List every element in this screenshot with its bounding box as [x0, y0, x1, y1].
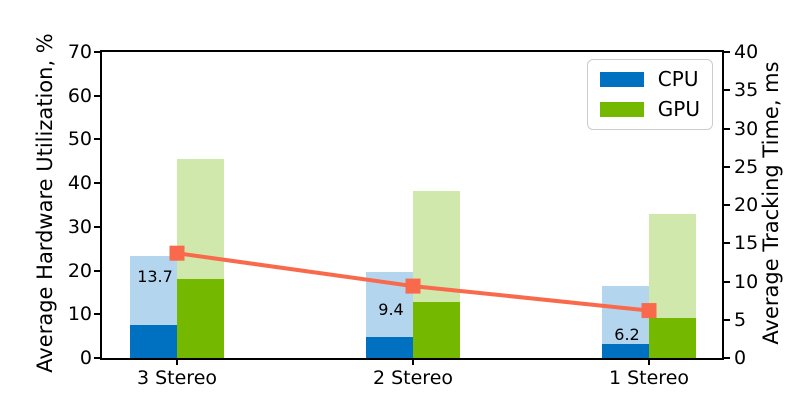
left-axis-tick-label: 50 [67, 128, 92, 151]
tracking-time-line [169, 245, 657, 319]
right-axis-tick-label: 15 [734, 232, 759, 255]
right-axis-tick [722, 242, 730, 245]
left-axis-tick [94, 94, 102, 97]
right-axis-tick [722, 51, 730, 53]
x-axis-tick [648, 358, 650, 365]
right-axis-tick-label: 10 [734, 270, 759, 293]
left-axis-tick-label: 60 [67, 84, 92, 107]
plot-area: CPU GPU 3 Stereo 2 Stereo 1 Stereo 0 10 20 30 4… [68, 41, 758, 389]
legend-label-cpu: CPU [657, 67, 699, 91]
right-axis-tick-label: 25 [734, 155, 759, 178]
right-axis-tick-label: 0 [734, 347, 747, 369]
right-axis-tick-label: 30 [734, 117, 759, 140]
right-axis-tick [722, 127, 730, 130]
right-axis-tick [722, 204, 730, 206]
tracking-time-marker [641, 303, 657, 319]
tracking-time-marker [169, 245, 185, 261]
left-axis-tick-label: 10 [67, 303, 92, 326]
right-axis-tick [722, 165, 730, 168]
tracking-time-value-label: 9.4 [378, 300, 404, 320]
bar-cpu-avg [130, 324, 177, 358]
right-axis-tick-label: 20 [734, 194, 759, 216]
legend-swatch-cpu [599, 72, 644, 87]
bar-gpu-avg [413, 302, 460, 358]
left-axis-tick-label: 0 [79, 347, 92, 369]
tracking-time-value-label: 6.2 [614, 324, 640, 344]
left-axis-tick-label: 40 [67, 172, 92, 195]
legend-item-gpu: GPU [599, 97, 700, 121]
left-axis-tick [94, 357, 102, 359]
left-axis-tick [94, 313, 102, 316]
x-axis-tick [176, 358, 178, 365]
left-axis-tick [94, 225, 102, 228]
x-axis-tick-label: 3 Stereo [136, 367, 218, 389]
right-axis-tick-label: 35 [734, 79, 759, 102]
legend-item-cpu: CPU [599, 67, 700, 91]
left-axis-tick-label: 20 [67, 259, 92, 282]
right-axis-tick [722, 357, 730, 359]
legend: CPU GPU [586, 59, 713, 130]
left-axis-tick [94, 182, 102, 185]
legend-label-gpu: GPU [657, 97, 700, 121]
x-axis-tick-label: 2 Stereo [372, 367, 454, 389]
bar-gpu-avg [649, 317, 696, 358]
x-axis-tick-label: 1 Stereo [608, 367, 690, 389]
right-axis-tick [722, 280, 730, 283]
left-axis-tick-label: 30 [67, 215, 92, 238]
tracking-time-value-label: 13.7 [137, 267, 173, 287]
right-axis-tick-label: 5 [734, 308, 747, 331]
left-axis-tick-label: 70 [67, 41, 92, 63]
x-axis-tick [412, 358, 414, 365]
left-axis-tick [94, 269, 102, 272]
tracking-time-marker [405, 278, 421, 294]
bar-gpu-avg [177, 279, 224, 358]
bar-cpu-avg [366, 337, 413, 358]
left-axis-tick [94, 51, 102, 53]
right-axis-tick [722, 318, 730, 321]
bar-cpu-avg [602, 344, 649, 358]
left-axis-tick [94, 138, 102, 141]
right-axis-tick [722, 89, 730, 92]
right-axis-tick-label: 40 [734, 41, 759, 63]
legend-swatch-gpu [599, 102, 644, 117]
